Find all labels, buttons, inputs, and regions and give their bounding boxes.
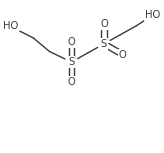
Text: O: O [100,19,108,29]
Text: HO: HO [3,21,18,32]
Text: HO: HO [145,10,160,20]
Text: S: S [101,39,107,49]
Text: S: S [68,57,75,67]
Text: O: O [119,50,127,60]
Text: O: O [68,77,75,87]
Text: O: O [68,37,75,47]
